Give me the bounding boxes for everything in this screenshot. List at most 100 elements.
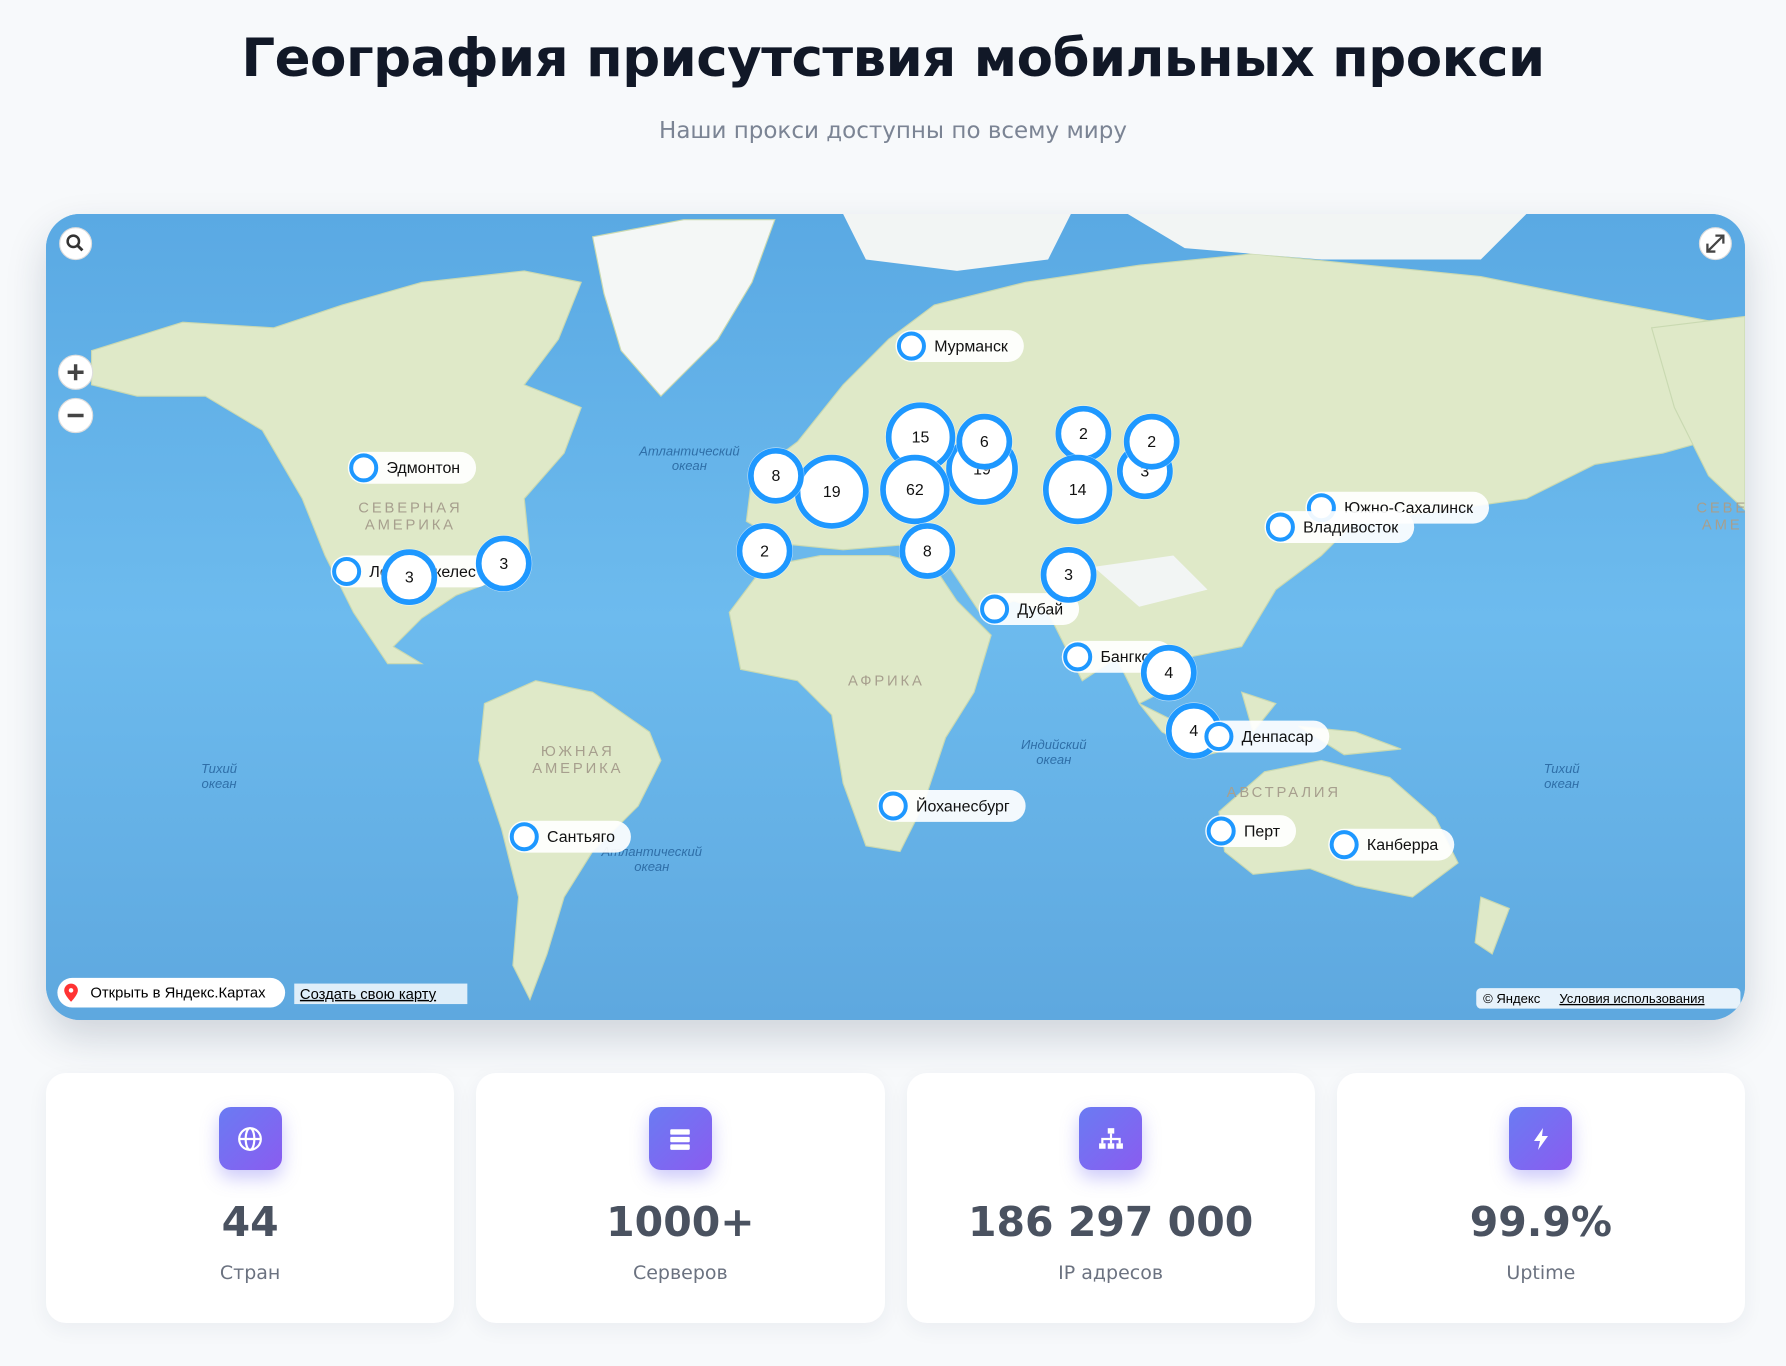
stat-card: 99.9% Uptime <box>1336 1073 1745 1323</box>
cluster-marker[interactable]: 62 <box>879 454 951 525</box>
cluster-count: 8 <box>923 543 932 560</box>
cluster-circle <box>1040 546 1097 603</box>
continent-label: АМЕ <box>1702 517 1743 533</box>
cluster-count: 2 <box>1147 434 1156 451</box>
cluster-circle <box>1123 413 1180 470</box>
cluster-marker[interactable]: 6 <box>955 413 1013 471</box>
cluster-count: 19 <box>823 484 841 501</box>
cluster-marker[interactable]: 2 <box>1123 413 1181 471</box>
cluster-marker[interactable]: 2 <box>736 522 794 580</box>
stat-card: 44 Стран <box>46 1073 455 1323</box>
fullscreen-button[interactable] <box>1698 227 1732 261</box>
cluster-count: 3 <box>499 556 508 573</box>
cluster-count: 3 <box>405 569 414 586</box>
ice <box>843 214 1527 607</box>
ocean-label: океан <box>672 458 707 473</box>
city-marker[interactable]: Денпасар <box>1202 720 1330 753</box>
search-circle <box>59 227 93 261</box>
city-label: Перт <box>1244 823 1281 840</box>
city-marker[interactable]: Канберра <box>1328 828 1455 861</box>
cluster-marker[interactable]: 3 <box>475 535 533 592</box>
stat-icon <box>218 1107 282 1170</box>
city-label-bg <box>877 790 1026 822</box>
cluster-marker[interactable]: 8 <box>747 447 805 505</box>
city-label-bg <box>508 820 631 853</box>
globe-icon <box>238 1126 263 1151</box>
ocean-label: Индийский <box>1021 737 1087 752</box>
continent-label: АМЕРИКА <box>365 517 456 533</box>
cluster-marker[interactable]: 4 <box>1140 644 1198 702</box>
city-marker[interactable]: Дубай <box>978 593 1080 625</box>
cluster-count: 6 <box>980 434 989 451</box>
cluster-count: 3 <box>1140 464 1149 481</box>
network-icon <box>1098 1127 1123 1149</box>
continent-label: АФРИКА <box>848 673 925 689</box>
city-marker[interactable]: Перт <box>1205 815 1297 847</box>
zoom-in-button[interactable] <box>57 354 94 390</box>
stat-icon <box>1079 1107 1143 1170</box>
ocean-label: океан <box>1036 752 1071 767</box>
ocean-label: Тихий <box>201 761 238 776</box>
continent-label: СЕВЕ <box>1696 500 1745 516</box>
cluster-circle <box>1140 644 1197 701</box>
cluster-count: 4 <box>1164 665 1173 682</box>
stat-value: 44 <box>221 1198 279 1246</box>
zoom-out-button[interactable] <box>57 397 94 434</box>
create-map[interactable]: Создать свою карту <box>294 983 468 1005</box>
continent-label: АВСТРАЛИЯ <box>1227 785 1341 801</box>
cluster-marker[interactable]: 19 <box>794 454 870 530</box>
cluster-circle <box>880 454 950 525</box>
cluster-count: 2 <box>760 543 769 560</box>
city-point <box>1204 722 1234 752</box>
cluster-circle <box>1042 454 1113 525</box>
city-marker[interactable]: Мурманск <box>895 330 1024 362</box>
city-point <box>1063 642 1093 672</box>
cluster-marker[interactable]: 14 <box>1042 454 1113 525</box>
continent-label: АМЕРИКА <box>532 761 623 777</box>
cluster-marker[interactable]: 3 <box>1040 546 1098 604</box>
city-marker[interactable]: Сантьяго <box>508 820 631 853</box>
stat-label: Серверов <box>632 1262 728 1284</box>
cluster-circle <box>748 447 804 504</box>
cluster-circle <box>899 523 956 579</box>
city-point <box>878 791 908 821</box>
city-label: Мурманск <box>934 338 1009 355</box>
open-in-yandex[interactable]: Открыть в Яндекс.Картах <box>57 977 286 1008</box>
cluster-marker[interactable]: 3 <box>380 548 438 606</box>
cluster-circle <box>736 523 793 579</box>
page-title: География присутствия мобильных прокси <box>241 28 1545 89</box>
city-marker[interactable]: Эдмонтон <box>347 451 477 484</box>
zoom-in-icon <box>67 364 84 381</box>
continent-label: ЮЖНАЯ <box>541 744 615 760</box>
map[interactable]: СЕВЕРНАЯ АМЕРИКА Атлантический океан АФРИКА Ю… <box>46 214 1745 1020</box>
search-icon <box>66 234 81 249</box>
terms-link[interactable]: Условия использования <box>1559 991 1704 1006</box>
stat-label: Uptime <box>1506 1262 1576 1284</box>
cluster-count: 8 <box>771 468 780 485</box>
pin-icon <box>64 983 78 1002</box>
city-label-bg <box>895 330 1024 362</box>
create-link-bg <box>294 983 468 1005</box>
stat-label: Стран <box>219 1262 281 1284</box>
cluster-marker[interactable]: 8 <box>898 522 956 580</box>
search-button[interactable] <box>59 227 93 261</box>
copyright-bg <box>1476 988 1741 1009</box>
cluster-count: 15 <box>912 429 930 446</box>
city-marker[interactable]: Йоханесбург <box>877 790 1026 822</box>
city-label-bg <box>1328 828 1455 861</box>
map-labels: СЕВЕРНАЯАМЕРИКААтлантическийокеанАФРИКАЮ… <box>201 443 1745 874</box>
cluster-marker[interactable]: 2 <box>1054 405 1112 463</box>
cluster-markers: 1915662198283221434433Денпасар <box>380 401 1330 760</box>
open-link-pill <box>57 977 286 1008</box>
stat-card: 186 297 000 IP адресов <box>906 1073 1315 1323</box>
city-label: Владивосток <box>1303 519 1399 536</box>
stat-value: 99.9% <box>1469 1198 1612 1246</box>
city-marker[interactable]: Владивосток <box>1264 511 1415 544</box>
stats: 44 Стран 1000+ Серверов 186 297 000 IP а… <box>46 1073 1745 1323</box>
fullscreen-icon <box>1706 234 1725 253</box>
stat-value: 186 297 000 <box>967 1198 1254 1246</box>
city-label-bg <box>1264 511 1415 544</box>
city-point <box>1329 830 1359 860</box>
